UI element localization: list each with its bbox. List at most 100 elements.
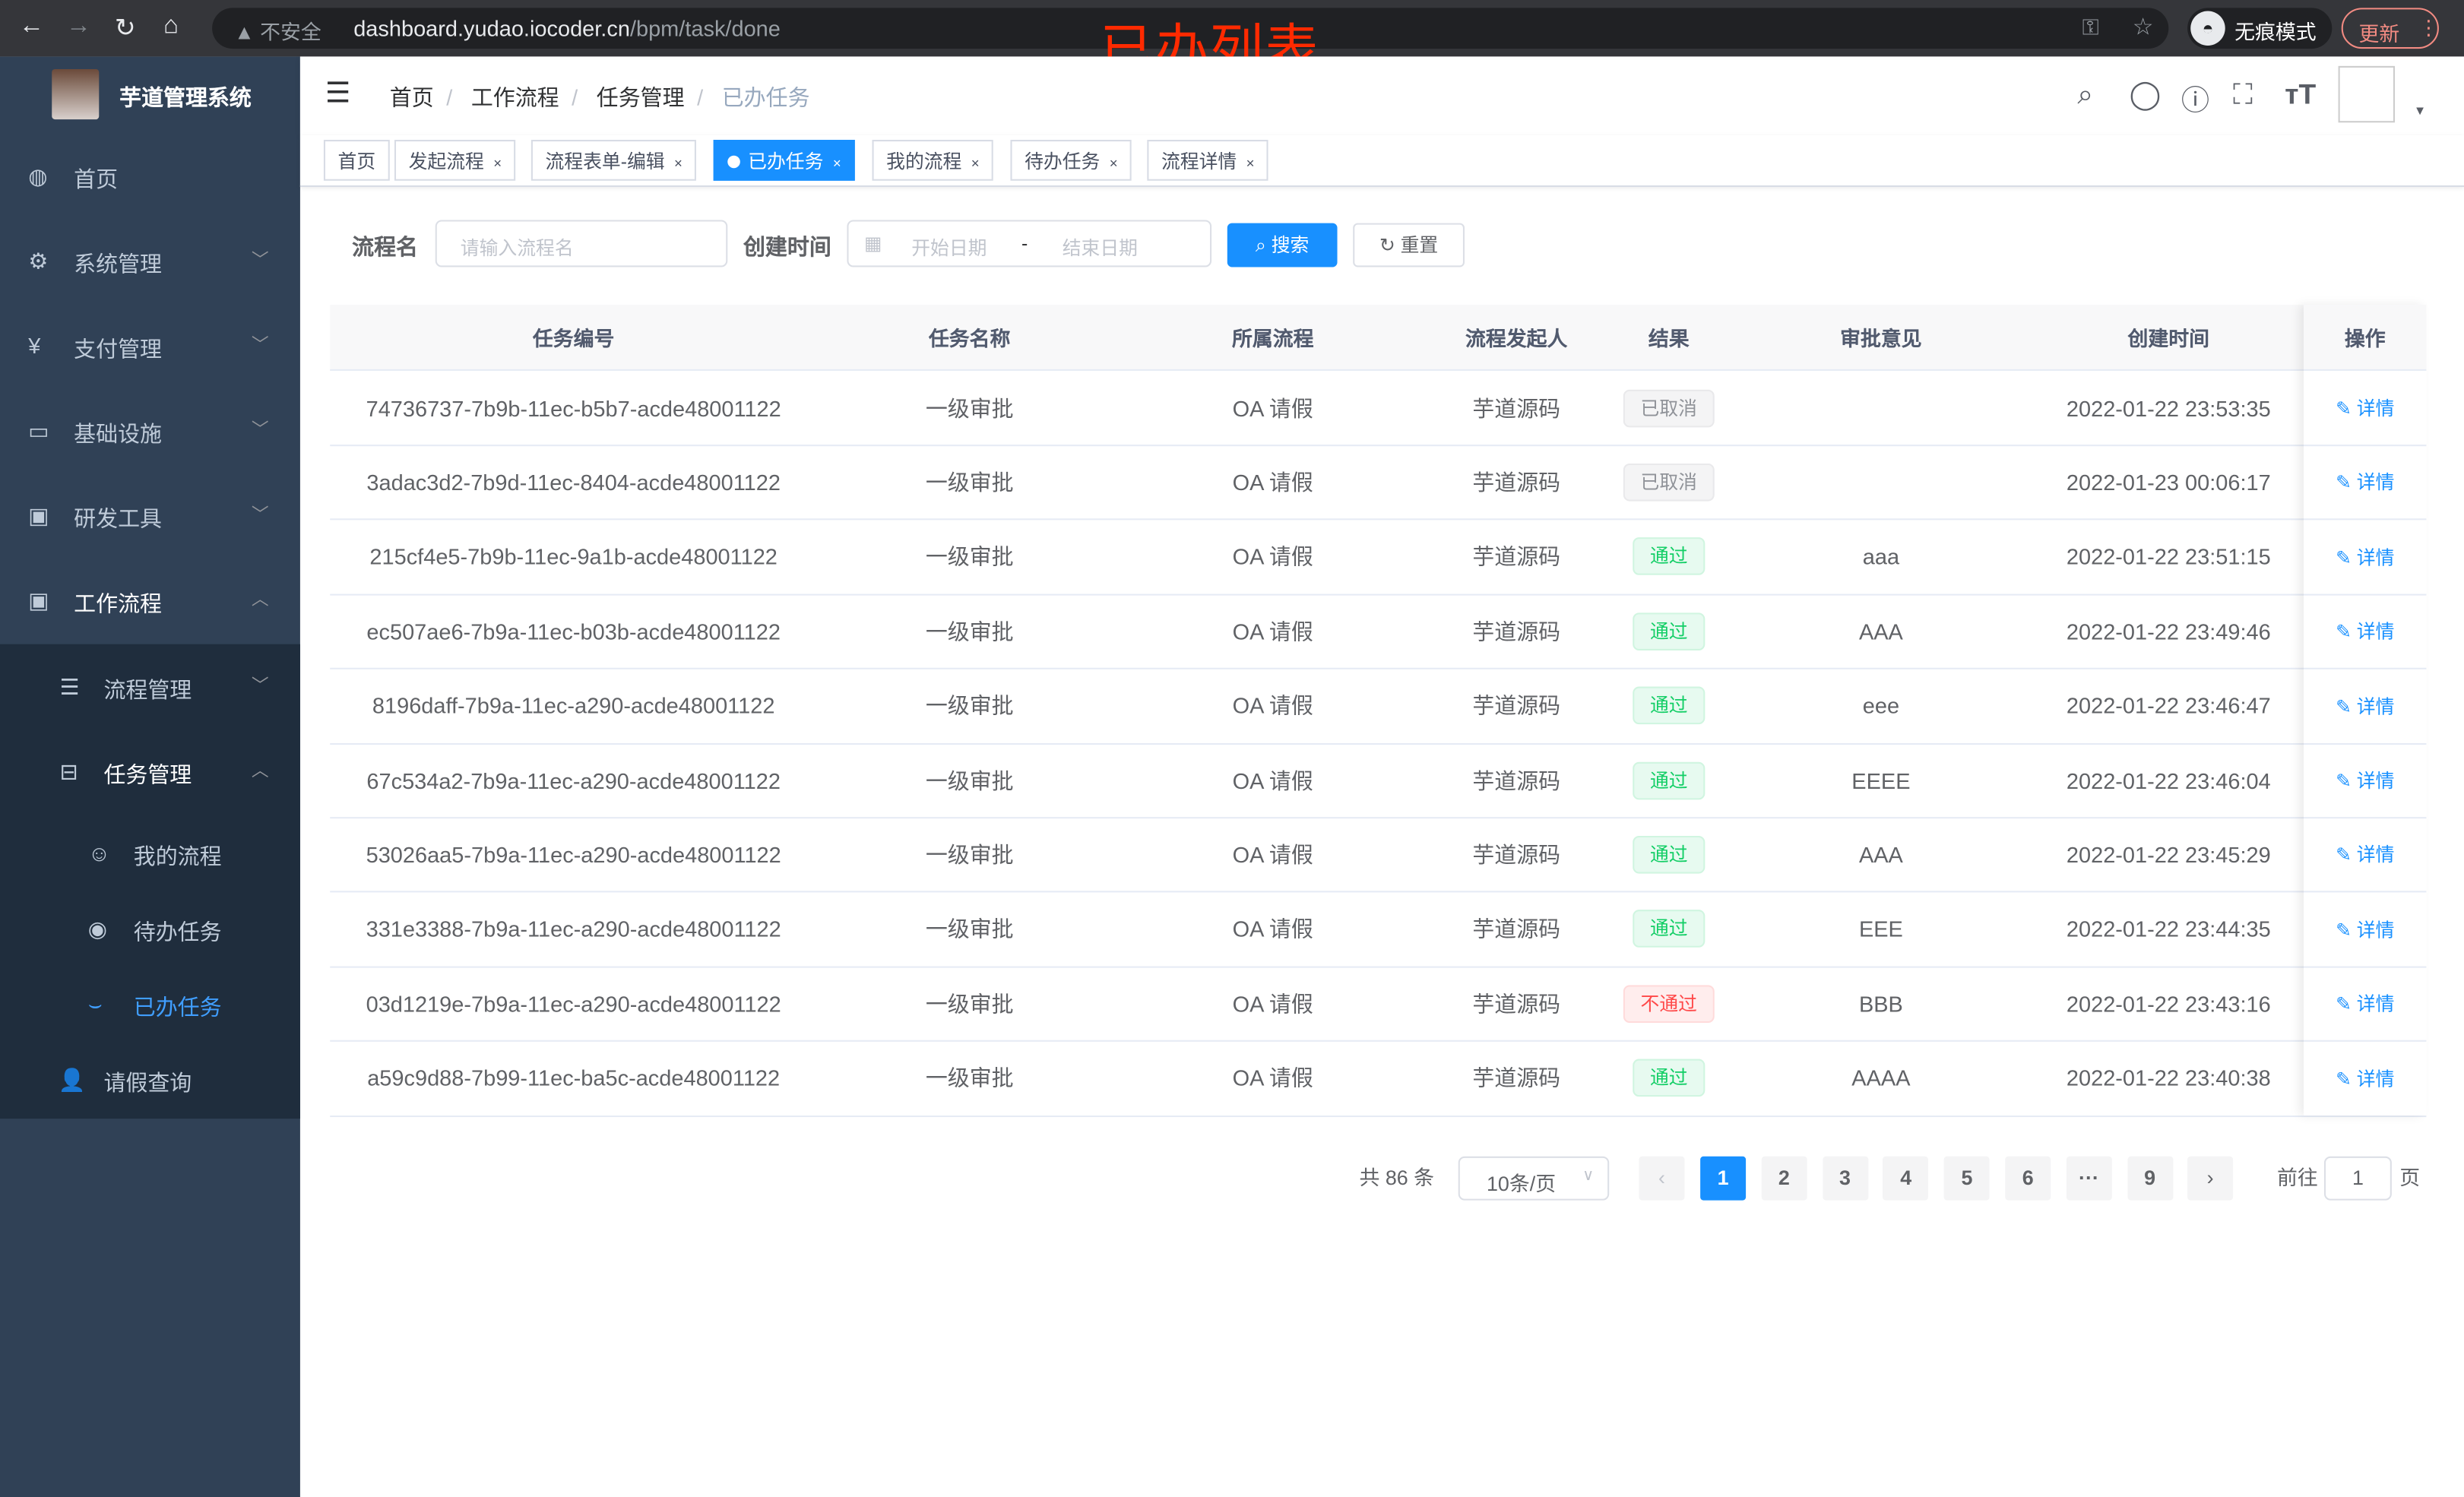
chevron-up-icon: ︿ bbox=[251, 590, 269, 610]
more-icon[interactable]: ⋮ bbox=[2418, 15, 2439, 40]
detail-button[interactable]: ✎ 详情 bbox=[2336, 621, 2395, 644]
cell-initiator: 芋道源码 bbox=[1472, 991, 1561, 1017]
sidebar-item-process-manage[interactable]: ☰ 流程管理 ﹀ bbox=[0, 646, 300, 731]
sidebar-item-workflow[interactable]: ▣ 工作流程 ︿ bbox=[0, 559, 300, 644]
help-icon[interactable]: ⓘ bbox=[2181, 84, 2210, 117]
cell-initiator: 芋道源码 bbox=[1472, 842, 1561, 868]
cell-task-name: 一级审批 bbox=[925, 395, 1014, 421]
sidebar-item-my-process[interactable]: ☺ 我的流程 bbox=[87, 840, 222, 869]
process-name-input[interactable]: 请输入流程名 bbox=[435, 220, 728, 267]
detail-button[interactable]: ✎ 详情 bbox=[2336, 546, 2395, 569]
user-icon: 👤 bbox=[58, 1066, 86, 1092]
cell-create-time: 2022-01-22 23:43:16 bbox=[2066, 991, 2271, 1017]
tag-todo-task[interactable]: 待办任务 × bbox=[1010, 140, 1132, 181]
more-pages-button[interactable]: ··· bbox=[2066, 1156, 2112, 1201]
github-icon[interactable]: ◯ bbox=[2129, 78, 2162, 110]
date-range-picker[interactable]: ▦ 开始日期 - 结束日期 bbox=[847, 220, 1212, 267]
detail-button[interactable]: ✎ 详情 bbox=[2336, 919, 2395, 942]
detail-button[interactable]: ✎ 详情 bbox=[2336, 695, 2395, 718]
tag-done-task[interactable]: 已办任务 × bbox=[713, 140, 856, 181]
fullscreen-icon[interactable]: ⛶ bbox=[2233, 78, 2253, 110]
cell-task-name: 一级审批 bbox=[925, 618, 1014, 644]
chevron-up-icon: ︿ bbox=[251, 761, 269, 781]
calendar-icon: ▦ bbox=[864, 233, 882, 255]
chevron-down-icon: ﹀ bbox=[251, 336, 269, 356]
security-indicator[interactable]: ▲ 不安全 bbox=[234, 20, 321, 44]
sidebar-item-done[interactable]: ⌣ 已办任务 bbox=[87, 991, 222, 1020]
status-badge: 通过 bbox=[1633, 537, 1705, 576]
sidebar-item-pay[interactable]: ¥ 支付管理 ﹀ bbox=[0, 305, 300, 390]
cell-opinion: EEE bbox=[1858, 916, 1903, 942]
page-button[interactable]: 9 bbox=[2127, 1156, 2173, 1201]
font-size-icon[interactable]: ᴛT bbox=[2285, 78, 2317, 110]
page-button[interactable]: 3 bbox=[1822, 1156, 1868, 1201]
breadcrumb-item[interactable]: 首页 bbox=[389, 84, 434, 110]
url-text[interactable]: dashboard.yudao.iocoder.cn/bpm/task/done bbox=[353, 15, 781, 41]
page-size-select[interactable]: 10条/页 ∨ bbox=[1458, 1156, 1610, 1201]
back-icon[interactable]: ← bbox=[18, 12, 44, 40]
hamburger-icon[interactable]: ☰ bbox=[325, 77, 351, 109]
goto-page-input[interactable]: 1 bbox=[2323, 1156, 2392, 1201]
table-row: 215cf4e5-7b9b-11ec-9a1b-acde48001122 一级审批… bbox=[330, 520, 2427, 596]
sidebar-item-leave[interactable]: 👤 请假查询 bbox=[58, 1066, 192, 1096]
page-button[interactable]: 2 bbox=[1761, 1156, 1807, 1201]
cell-actions: ✎ 详情 bbox=[2304, 594, 2426, 668]
tag-process-detail[interactable]: 流程详情 × bbox=[1147, 140, 1269, 181]
prev-page-button[interactable]: ‹ bbox=[1639, 1156, 1685, 1201]
close-icon[interactable]: × bbox=[674, 155, 683, 172]
cell-opinion: AAAA bbox=[1851, 1065, 1911, 1091]
cell-task-name: 一级审批 bbox=[925, 991, 1014, 1017]
caret-down-icon[interactable]: ▼ bbox=[2413, 103, 2427, 119]
search-button[interactable]: ⌕ 搜索 bbox=[1227, 223, 1338, 267]
next-page-button[interactable]: › bbox=[2187, 1156, 2234, 1201]
page-button[interactable]: 5 bbox=[1944, 1156, 1990, 1201]
detail-button[interactable]: ✎ 详情 bbox=[2336, 397, 2395, 420]
breadcrumb: 首页 / 工作流程 / 任务管理 / 已办任务 bbox=[389, 84, 810, 110]
page-button[interactable]: 1 bbox=[1700, 1156, 1747, 1201]
page-button[interactable]: 4 bbox=[1883, 1156, 1929, 1201]
sidebar-item-system[interactable]: ⚙ 系统管理 ﹀ bbox=[0, 220, 300, 305]
address-bar[interactable]: ▲ 不安全 dashboard.yudao.iocoder.cn/bpm/tas… bbox=[212, 8, 2169, 49]
detail-button[interactable]: ✎ 详情 bbox=[2336, 993, 2395, 1016]
cell-create-time: 2022-01-22 23:45:29 bbox=[2066, 842, 2271, 868]
tag-start-process[interactable]: 发起流程 × bbox=[394, 140, 516, 181]
reload-icon[interactable]: ↻ bbox=[114, 15, 136, 43]
forward-icon[interactable]: → bbox=[65, 12, 91, 40]
star-icon[interactable]: ☆ bbox=[2132, 14, 2154, 41]
close-icon[interactable]: × bbox=[493, 155, 502, 172]
page-button[interactable]: 6 bbox=[2005, 1156, 2051, 1201]
sidebar-item-tool[interactable]: ▣ 研发工具 ﹀ bbox=[0, 474, 300, 559]
incognito-badge[interactable]: ◓ 无痕模式 bbox=[2187, 8, 2333, 49]
sidebar-item-todo[interactable]: ◉ 待办任务 bbox=[87, 916, 222, 945]
cell-task-name: 一级审批 bbox=[925, 693, 1014, 719]
tag-form-edit[interactable]: 流程表单-编辑 × bbox=[530, 140, 697, 181]
update-button[interactable]: 更新 ⋮ bbox=[2341, 8, 2439, 49]
close-icon[interactable]: × bbox=[971, 155, 980, 172]
status-badge: 通过 bbox=[1633, 612, 1705, 650]
tags-view: 首页 发起流程 × 流程表单-编辑 × 已办任务 × 我的流程 × 待办任务 × 流程详情… bbox=[299, 135, 2464, 188]
sidebar-item-home[interactable]: ◍ 首页 bbox=[28, 163, 119, 192]
sidebar-item-infra[interactable]: ▭ 基础设施 ﹀ bbox=[0, 390, 300, 475]
total-count: 共 86 条 bbox=[1359, 1166, 1435, 1190]
detail-button[interactable]: ✎ 详情 bbox=[2336, 472, 2395, 495]
sidebar-item-task-manage[interactable]: ⊟ 任务管理 ︿ bbox=[0, 730, 300, 815]
search-icon[interactable]: ⌕ bbox=[2077, 78, 2094, 110]
reset-button[interactable]: ↻ 重置 bbox=[1353, 223, 1465, 267]
tag-my-process[interactable]: 我的流程 × bbox=[872, 140, 994, 181]
detail-button[interactable]: ✎ 详情 bbox=[2336, 844, 2395, 867]
cell-initiator: 芋道源码 bbox=[1472, 395, 1561, 421]
cell-process-name: OA 请假 bbox=[1232, 469, 1313, 495]
detail-button[interactable]: ✎ 详情 bbox=[2336, 1068, 2395, 1090]
key-icon[interactable]: ⚿ bbox=[2082, 14, 2099, 40]
close-icon[interactable]: × bbox=[832, 155, 841, 172]
breadcrumb-item[interactable]: 工作流程 bbox=[470, 84, 559, 110]
detail-button[interactable]: ✎ 详情 bbox=[2336, 770, 2395, 793]
cell-task-id: 8196daff-7b9a-11ec-a290-acde48001122 bbox=[372, 693, 775, 719]
home-icon[interactable]: ⌂ bbox=[163, 12, 179, 40]
close-icon[interactable]: × bbox=[1246, 155, 1255, 172]
breadcrumb-item[interactable]: 任务管理 bbox=[596, 84, 685, 110]
cell-task-id: a59c9d88-7b99-11ec-ba5c-acde48001122 bbox=[367, 1065, 781, 1091]
close-icon[interactable]: × bbox=[1109, 155, 1118, 172]
tag-home[interactable]: 首页 bbox=[323, 140, 390, 181]
avatar[interactable] bbox=[2338, 65, 2396, 123]
